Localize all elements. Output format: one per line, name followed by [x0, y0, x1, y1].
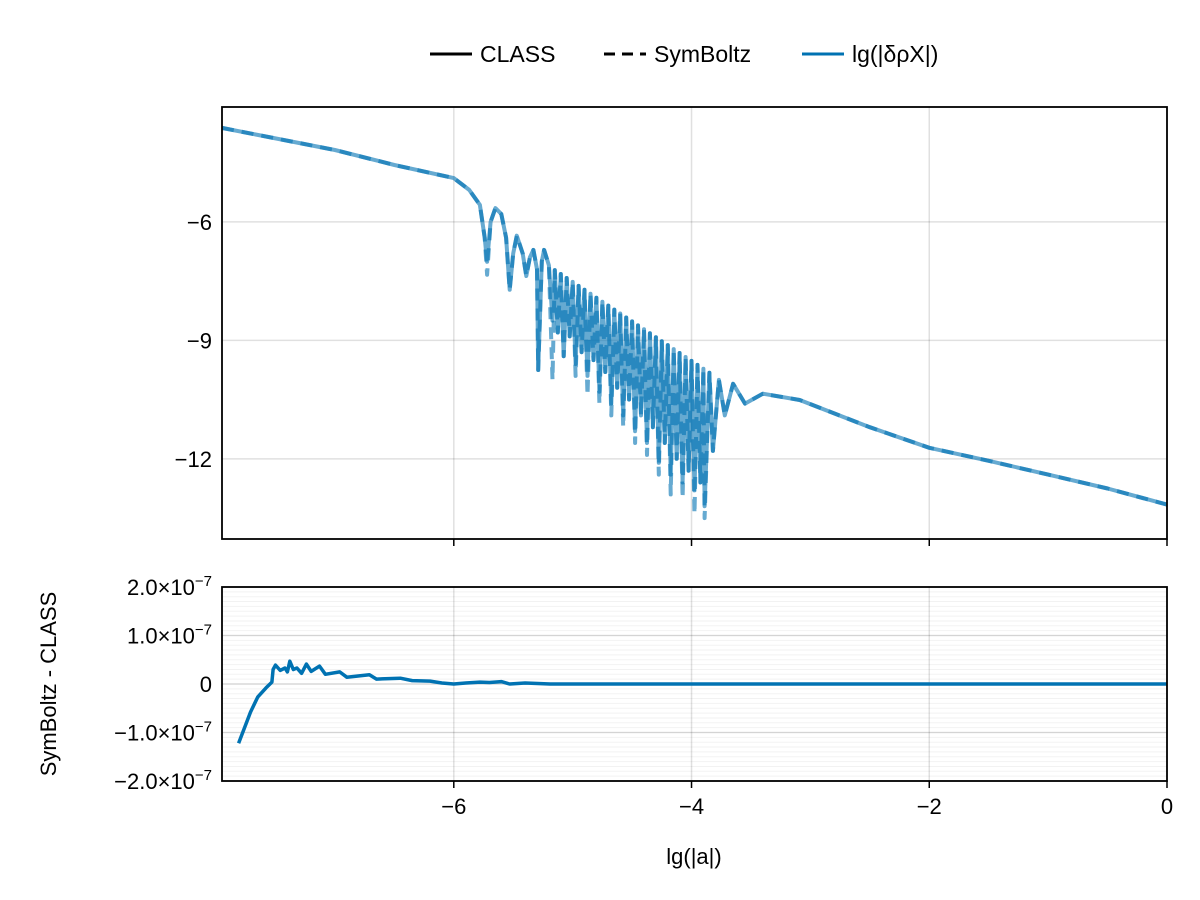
- legend-label-class: CLASS: [480, 41, 555, 67]
- legend-label-symboltz: SymBoltz: [654, 41, 751, 67]
- difference-line: [236, 659, 1167, 744]
- x-tick-label: −2: [917, 794, 942, 819]
- y-tick-label: −12: [175, 447, 212, 472]
- y-tick-label: −6: [187, 210, 212, 235]
- y-axis-label-bottom: SymBoltz - CLASS: [36, 592, 61, 777]
- y-tick-label: 0: [200, 672, 212, 697]
- x-tick-label: −4: [679, 794, 704, 819]
- x-tick-label: 0: [1161, 794, 1173, 819]
- bottom-panel: 2.0×10−7 1.0×10−7 0 −1.0×10−7 −2.0×10−7 −6 −4 −…: [114, 573, 1173, 819]
- y-tick-label: −1.0×10−7: [114, 719, 212, 746]
- y-tick-label: −9: [187, 328, 212, 353]
- legend-label-drho: lg(|δρX|): [852, 41, 938, 67]
- y-tick-label: −2.0×10−7: [114, 767, 212, 794]
- x-tick-label: −6: [441, 794, 466, 819]
- series-line-symboltz: [222, 125, 1167, 521]
- y-tick-label: 1.0×10−7: [127, 622, 212, 649]
- top-panel: −6 −9 −12: [175, 106, 1168, 546]
- legend: CLASS SymBoltz lg(|δρX|): [430, 41, 938, 67]
- y-tick-label: 2.0×10−7: [127, 573, 212, 600]
- axes-frame: [221, 586, 1168, 782]
- x-axis-label: lg(|a|): [666, 844, 721, 869]
- axes-frame: [221, 106, 1168, 540]
